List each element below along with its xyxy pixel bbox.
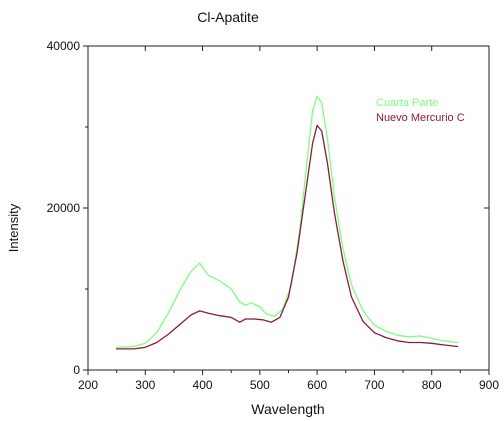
y-tick-label: 0 [73,363,80,377]
x-tick-label: 900 [479,378,499,392]
chart-title: Cl-Apatite [197,9,259,25]
series-line-nuevo-mercurio-c [115,124,459,350]
x-tick-label: 200 [78,378,98,392]
x-tick-label: 600 [307,378,327,392]
legend-entry: Cuarta Parte [376,97,438,109]
y-axis-label: Intensity [6,203,21,252]
series-layer [115,95,459,350]
y-tick-label: 20000 [47,201,81,215]
x-tick-label: 500 [250,378,270,392]
y-tick-label: 40000 [47,39,81,53]
y-axis-ticks: 0 20000 40000 [47,39,489,377]
x-axis-label: Wavelength [251,401,324,417]
x-tick-label: 400 [193,378,213,392]
x-axis-ticks: 200 300 400 500 600 700 800 900 [78,46,499,392]
legend: Cuarta Parte Nuevo Mercurio C [376,97,465,124]
x-tick-label: 800 [422,378,442,392]
x-tick-label: 300 [135,378,155,392]
x-tick-label: 700 [364,378,384,392]
legend-entry: Nuevo Mercurio C [376,112,465,124]
